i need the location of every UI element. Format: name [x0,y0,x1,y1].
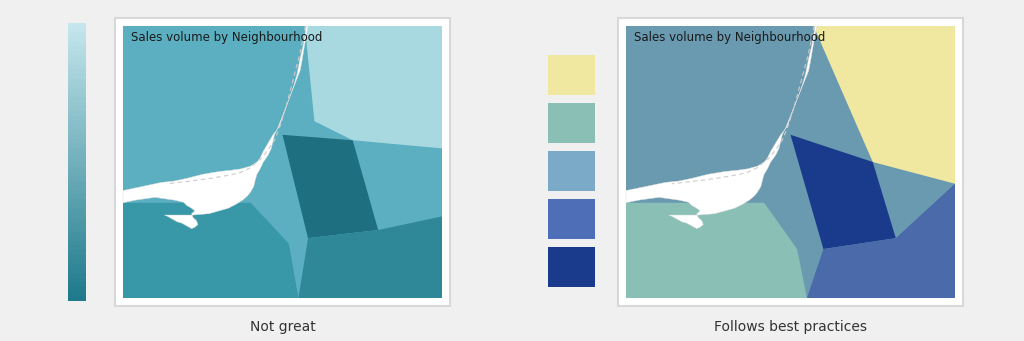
Text: Sales volume by Neighbourhood: Sales volume by Neighbourhood [131,31,323,44]
Bar [68,78,86,83]
Polygon shape [791,135,896,249]
Bar [68,198,86,204]
Bar [548,55,595,94]
Bar [68,46,86,51]
Bar [68,286,86,292]
FancyBboxPatch shape [618,18,963,306]
Bar [68,291,86,296]
Bar [68,69,86,74]
Bar [68,115,86,120]
Bar [68,194,86,199]
Text: Sales volume by Neighbourhood: Sales volume by Neighbourhood [634,31,825,44]
Bar [68,254,86,259]
Bar [68,143,86,148]
Bar [68,97,86,102]
Bar [68,41,86,46]
Bar [68,64,86,69]
Bar [548,150,595,191]
Bar [68,245,86,250]
Bar [68,73,86,78]
Bar [68,203,86,208]
Bar [68,138,86,144]
Bar [68,124,86,130]
Bar [68,189,86,194]
Bar [68,171,86,176]
Bar [68,273,86,278]
Bar [548,103,595,143]
Polygon shape [123,26,442,298]
FancyBboxPatch shape [115,18,450,306]
Bar [68,208,86,213]
Polygon shape [123,26,308,228]
Polygon shape [123,203,298,298]
Polygon shape [283,135,378,238]
Bar [68,32,86,37]
Bar [68,106,86,111]
Bar [68,166,86,171]
Bar [68,217,86,222]
Bar [68,110,86,116]
Bar [68,83,86,88]
Bar [68,148,86,153]
Bar [68,92,86,97]
Polygon shape [305,26,442,148]
Bar [68,55,86,60]
Bar [68,277,86,282]
Bar [68,27,86,32]
Bar [68,157,86,162]
Polygon shape [298,217,442,298]
Bar [68,231,86,236]
Bar [68,264,86,269]
Polygon shape [626,26,817,228]
Bar [68,134,86,139]
Bar [68,296,86,301]
Text: Not great: Not great [250,320,315,334]
Bar [548,198,595,238]
Bar [68,240,86,246]
Bar [68,236,86,241]
Bar [68,282,86,287]
Bar [68,50,86,56]
Bar [68,87,86,92]
Bar [68,129,86,134]
Bar [68,226,86,232]
Bar [68,268,86,273]
Bar [68,60,86,65]
Bar [68,259,86,264]
Bar [68,120,86,125]
Bar [68,212,86,218]
Bar [68,185,86,190]
Bar [68,222,86,227]
Polygon shape [626,203,807,298]
Polygon shape [807,184,955,298]
Bar [68,36,86,42]
Bar [68,152,86,157]
Bar [548,247,595,286]
Polygon shape [813,26,955,184]
Polygon shape [626,26,955,298]
Bar [68,250,86,255]
Bar [68,162,86,167]
Bar [68,101,86,106]
Bar [68,180,86,185]
Text: Follows best practices: Follows best practices [714,320,867,334]
Bar [68,23,86,28]
Bar [68,175,86,180]
